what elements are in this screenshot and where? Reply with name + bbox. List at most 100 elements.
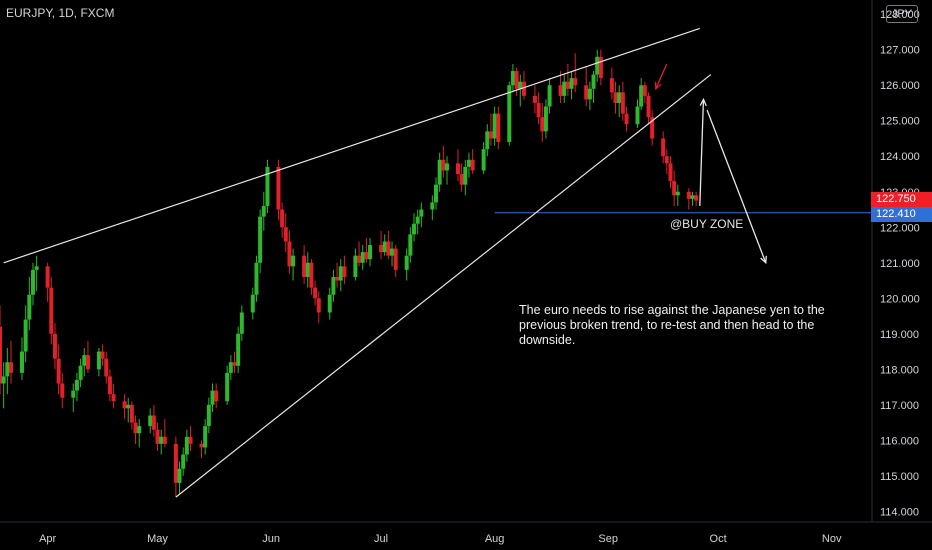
candle-body [240, 312, 244, 333]
time-tick-label: May [147, 533, 168, 545]
up-arrow-shaft [700, 99, 704, 206]
small-red-arrow-shaft [656, 64, 667, 89]
candle-body [5, 362, 9, 376]
candle-body [185, 437, 189, 455]
candle-body [75, 380, 79, 391]
candle-body [441, 160, 445, 171]
candle-body [287, 241, 291, 266]
down-arrow-shaft [707, 110, 766, 263]
candle-body [544, 107, 548, 132]
price-tick-label: 117.000 [880, 400, 919, 412]
candle-body [489, 131, 493, 138]
candle-body [625, 114, 629, 125]
candle-body [694, 195, 698, 200]
price-axis[interactable]: 114.000 115.000 116.000 117.000 118.000 119.0… [880, 9, 920, 518]
candle-body [152, 415, 156, 429]
candle-body [621, 92, 625, 113]
candle-body [438, 160, 442, 185]
candle-body [265, 167, 269, 206]
candle-body [588, 89, 592, 100]
candle-body [672, 181, 676, 195]
candle-body [353, 256, 357, 277]
candle-body [2, 376, 6, 383]
candle-body [123, 401, 127, 408]
candle-body [159, 437, 163, 444]
candle-body [639, 85, 643, 106]
candle-body [573, 78, 577, 85]
candle-body [284, 227, 288, 241]
candle-body [493, 114, 497, 139]
price-tick-label: 127.000 [880, 45, 920, 57]
candle-body [690, 195, 694, 199]
candle-body [189, 437, 193, 444]
candle-body [511, 71, 515, 85]
candle-body [636, 107, 640, 125]
candle-body [460, 174, 464, 185]
currency-badge[interactable]: JPY [886, 5, 918, 23]
price-tick-label: 116.000 [880, 435, 919, 447]
candle-body [60, 384, 64, 398]
candle-body [134, 423, 138, 434]
candle-body [251, 295, 255, 313]
candle-body [49, 288, 53, 334]
candle-body [86, 355, 90, 369]
candle-body [207, 405, 211, 426]
price-tick-label: 118.000 [880, 364, 919, 376]
candle-body [584, 85, 588, 99]
candle-body [342, 266, 346, 277]
candle-body [456, 163, 460, 174]
candle-body [229, 362, 233, 373]
candle-body [280, 210, 284, 228]
candle-body [181, 455, 185, 469]
candle-body [101, 352, 105, 359]
candle-body [232, 362, 236, 366]
candle-body [595, 57, 599, 75]
candle-body [566, 82, 570, 89]
candle-body [163, 437, 167, 444]
candle-body [27, 295, 31, 320]
symbol-title[interactable]: EURJPY, 1D, FXCM [6, 6, 114, 20]
candle-body [112, 394, 116, 401]
candle-body [617, 92, 621, 103]
candle-body [518, 82, 522, 89]
candle-body [254, 263, 258, 295]
candle-body [661, 138, 665, 156]
candle-body [126, 405, 130, 409]
candle-body [507, 85, 511, 142]
candle-body [258, 217, 262, 263]
candle-body [408, 234, 412, 255]
candle-body [463, 167, 467, 185]
candle-body [614, 92, 618, 103]
candle-body [570, 78, 574, 89]
candle-body [328, 295, 332, 313]
candle-body [643, 85, 647, 96]
candle-body [178, 469, 182, 483]
candle-body [236, 334, 240, 366]
candle-body [46, 266, 50, 287]
candle-body [211, 391, 215, 405]
candle-body [130, 405, 134, 423]
candle-body [537, 103, 541, 117]
candle-body [599, 57, 603, 78]
candle-body [214, 391, 218, 402]
candle-body [31, 270, 35, 295]
candle-body [416, 217, 420, 224]
candle-body [610, 78, 614, 92]
candle-body [317, 298, 321, 312]
candle-body [291, 256, 295, 267]
level-price-tag: 122.410 [871, 207, 932, 222]
candle-body [79, 366, 83, 380]
candle-body [357, 256, 361, 263]
candles-layer [0, 50, 698, 497]
candle-body [0, 327, 2, 384]
time-tick-label: Jun [262, 533, 280, 545]
time-axis[interactable]: Apr May Jun Jul Aug Sep Oct Nov [39, 533, 842, 545]
candle-body [496, 114, 500, 142]
candle-body [200, 444, 204, 448]
candle-body [471, 160, 475, 171]
candle-body [335, 277, 339, 281]
candle-body [412, 224, 416, 235]
candle-body [368, 245, 372, 259]
candle-body [467, 160, 471, 167]
